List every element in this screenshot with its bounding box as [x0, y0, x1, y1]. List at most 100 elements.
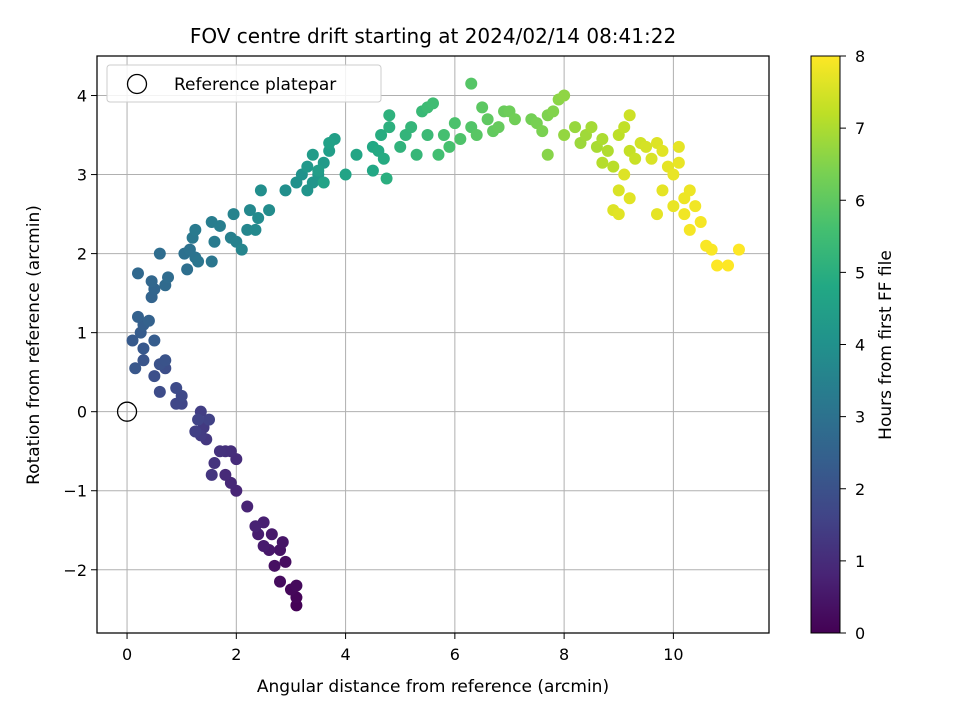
data-point	[508, 113, 521, 126]
data-point	[208, 235, 221, 248]
colorbar-tick-label: 4	[855, 336, 865, 355]
legend-reference-label: Reference platepar	[174, 75, 336, 95]
data-point	[667, 200, 680, 213]
colorbar-label: Hours from first FF file	[876, 250, 896, 440]
data-point	[142, 314, 155, 327]
data-point	[711, 259, 724, 272]
data-point	[189, 223, 202, 236]
data-point	[339, 168, 352, 181]
data-point	[377, 152, 390, 165]
data-point	[596, 156, 609, 169]
reference-platepar-marker	[116, 401, 138, 422]
data-point	[129, 362, 142, 375]
x-tick-label: 2	[231, 645, 241, 664]
data-point	[612, 184, 625, 197]
data-point	[569, 121, 582, 134]
data-point	[421, 129, 434, 142]
data-point	[249, 520, 262, 533]
colorbar-tick-label: 2	[855, 480, 865, 499]
data-point	[268, 559, 281, 572]
data-point	[131, 267, 144, 280]
data-point	[276, 536, 289, 549]
data-point	[203, 413, 215, 426]
data-point	[249, 223, 262, 236]
data-point	[306, 148, 319, 161]
data-point	[279, 184, 292, 197]
data-point	[241, 500, 254, 513]
data-point	[181, 263, 194, 276]
colorbar-tick-label: 3	[855, 408, 865, 427]
data-point	[131, 310, 144, 323]
colorbar-tick-label: 0	[855, 624, 865, 643]
y-tick-label: 4	[77, 87, 87, 106]
x-tick-label: 6	[450, 645, 460, 664]
data-point	[558, 89, 571, 102]
data-point	[159, 354, 172, 367]
data-point	[148, 334, 161, 347]
data-point	[312, 164, 325, 177]
data-point	[481, 113, 494, 126]
data-point	[189, 425, 202, 438]
data-point	[265, 528, 278, 541]
data-point	[432, 148, 445, 161]
data-point	[317, 176, 330, 189]
data-point	[672, 156, 685, 169]
data-point	[732, 243, 745, 256]
data-point	[612, 208, 625, 221]
y-tick-label: −1	[63, 482, 87, 501]
data-point	[170, 381, 183, 394]
data-point	[427, 97, 439, 110]
x-tick-label: 4	[340, 645, 350, 664]
data-point	[153, 385, 166, 398]
data-points	[116, 77, 745, 612]
data-point	[213, 445, 226, 458]
data-point	[375, 129, 388, 142]
axis-ticks: 0 2 4 6 8 10 −2 −1 0 1 2 3 4	[63, 87, 683, 664]
data-point	[678, 208, 691, 221]
data-point	[148, 370, 161, 383]
data-point	[126, 334, 139, 347]
data-point	[683, 223, 696, 236]
colorbar-tick-label: 6	[855, 191, 865, 210]
chart-title: FOV centre drift starting at 2024/02/14 …	[190, 24, 676, 48]
data-point	[205, 468, 218, 481]
colorbar-tick-label: 5	[855, 263, 865, 282]
data-point	[607, 160, 620, 173]
data-point	[683, 184, 696, 197]
data-point	[618, 168, 631, 181]
data-point	[618, 121, 631, 134]
data-point	[137, 342, 150, 355]
data-point	[350, 148, 363, 161]
data-point	[536, 125, 549, 138]
data-point	[476, 101, 489, 114]
data-point	[656, 184, 669, 197]
data-point	[601, 144, 614, 157]
data-point	[366, 164, 379, 177]
data-point	[443, 140, 456, 153]
data-point	[137, 354, 150, 367]
data-point	[656, 144, 669, 157]
grid-lines	[97, 56, 769, 633]
legend-box	[106, 64, 382, 103]
data-point	[235, 243, 248, 256]
y-axis-label: Rotation from reference (arcmin)	[24, 205, 44, 485]
data-point	[208, 457, 221, 470]
y-tick-label: 2	[77, 245, 87, 264]
data-point	[192, 255, 205, 268]
data-point	[290, 579, 303, 592]
data-point	[162, 271, 175, 284]
data-point	[301, 160, 314, 173]
data-point	[689, 200, 702, 213]
data-point	[274, 575, 287, 588]
colorbar-tick-label: 8	[855, 47, 865, 66]
data-point	[383, 109, 396, 122]
y-tick-label: −2	[63, 561, 87, 580]
y-tick-label: 1	[77, 324, 87, 343]
data-point	[667, 168, 680, 181]
data-point	[722, 259, 735, 272]
data-point	[640, 140, 653, 153]
data-point	[623, 192, 636, 205]
data-point	[465, 77, 478, 90]
data-point	[323, 136, 336, 149]
